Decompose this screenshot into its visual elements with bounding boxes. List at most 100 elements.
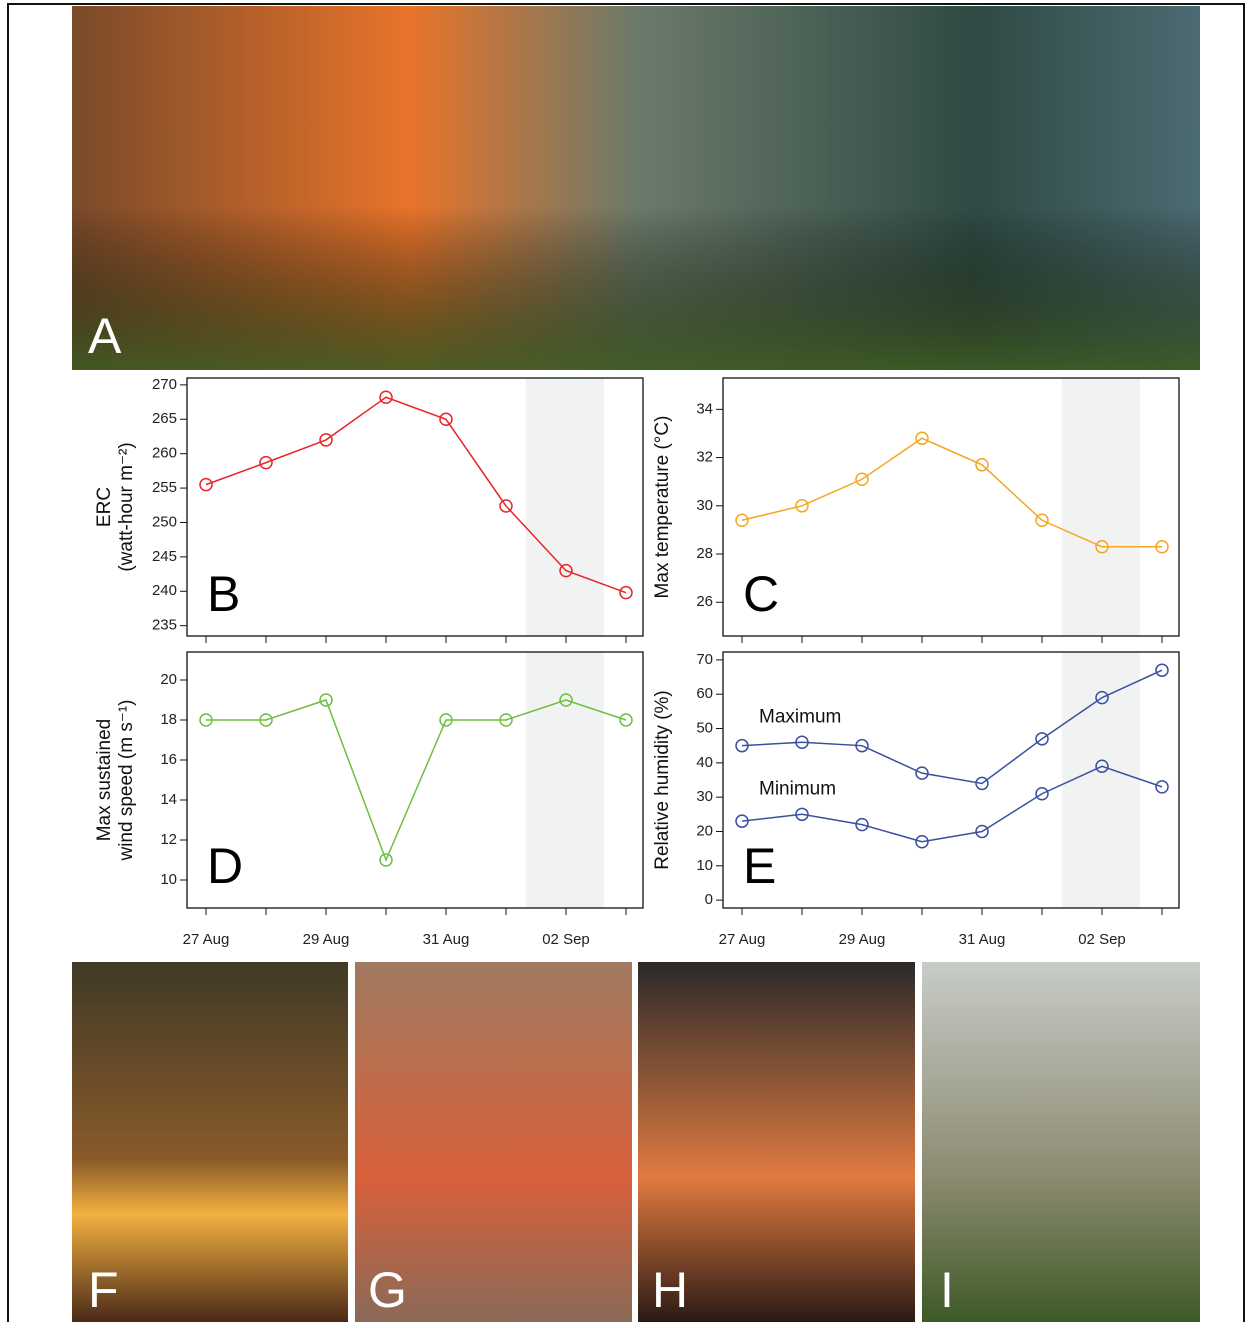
point	[975, 776, 989, 791]
point	[379, 390, 393, 405]
point	[439, 412, 453, 427]
point	[379, 853, 393, 867]
point	[1155, 663, 1169, 677]
point	[319, 693, 333, 707]
point	[1035, 732, 1049, 746]
y-tick-label: 40	[696, 754, 713, 771]
photo	[638, 962, 915, 1322]
frame	[7, 3, 1245, 1322]
photo	[72, 962, 348, 1322]
point	[975, 824, 989, 839]
point	[975, 458, 989, 472]
series-line	[741, 669, 1163, 785]
y-axis-label: Relative humidity (%)	[652, 690, 673, 870]
y-tick-label: 12	[160, 831, 177, 848]
photo-label: G	[368, 1262, 407, 1318]
point	[259, 713, 273, 727]
panel-label: C	[743, 566, 779, 622]
point	[915, 766, 929, 780]
y-axis-label: wind speed (m s⁻¹)	[116, 699, 137, 861]
y-tick-label: 0	[705, 891, 713, 908]
y-axis-label: (watt-hour m⁻²)	[116, 442, 137, 571]
point	[199, 477, 213, 492]
y-tick-label: 240	[152, 582, 177, 599]
series-label: Minimum	[759, 778, 836, 799]
point	[1035, 513, 1049, 528]
photo-label: F	[88, 1262, 119, 1318]
series-line	[206, 699, 627, 863]
photo-label: H	[652, 1262, 688, 1318]
y-tick-label: 14	[160, 791, 177, 808]
y-tick-label: 50	[696, 719, 713, 736]
plot-frame	[722, 651, 1180, 909]
y-tick-label: 30	[696, 788, 713, 805]
y-tick-label: 10	[696, 857, 713, 874]
y-axis-label: ERC	[94, 487, 115, 527]
y-tick-label: 70	[696, 651, 713, 668]
point	[559, 563, 573, 578]
y-tick-label: 28	[696, 545, 713, 562]
point	[915, 431, 929, 446]
series-line	[205, 396, 627, 594]
y-tick-label: 26	[696, 593, 713, 610]
point	[1155, 780, 1169, 794]
y-tick-label: 60	[696, 685, 713, 702]
y-tick-label: 20	[160, 671, 177, 688]
y-tick-label: 32	[696, 449, 713, 466]
plot-frame	[722, 377, 1180, 637]
point	[855, 738, 869, 753]
x-tick-label: 02 Sep	[1078, 931, 1126, 948]
y-tick-label: 235	[152, 617, 177, 634]
point	[499, 713, 513, 727]
plot-frame	[186, 651, 644, 909]
y-tick-label: 20	[696, 822, 713, 839]
point	[619, 713, 633, 727]
y-tick-label: 34	[696, 400, 713, 417]
y-tick-label: 270	[152, 376, 177, 393]
point	[259, 455, 273, 470]
point	[855, 472, 869, 487]
point	[619, 585, 633, 600]
point	[1095, 759, 1109, 774]
highlight-band	[1061, 378, 1140, 636]
point	[499, 499, 513, 513]
point	[319, 433, 333, 447]
y-tick-label: 260	[152, 445, 177, 462]
point	[855, 817, 869, 832]
panel-label: B	[207, 566, 240, 622]
y-tick-label: 250	[152, 513, 177, 530]
point	[1095, 690, 1109, 705]
photo-shade	[72, 6, 1200, 370]
y-axis-label: Max temperature (°C)	[652, 416, 673, 599]
y-tick-label: 10	[160, 871, 177, 888]
point	[915, 835, 929, 849]
series-label: Maximum	[759, 706, 841, 727]
point	[735, 738, 749, 753]
highlight-band	[525, 652, 604, 908]
photo-label: I	[940, 1262, 954, 1318]
point	[735, 814, 749, 828]
point	[1155, 540, 1169, 554]
point	[795, 807, 809, 822]
x-tick-label: 27 Aug	[183, 931, 230, 948]
photo-label: A	[88, 308, 122, 364]
x-tick-label: 31 Aug	[423, 931, 470, 948]
point	[795, 499, 809, 513]
photo	[355, 962, 632, 1322]
plot-frame	[186, 377, 644, 637]
point	[735, 513, 749, 528]
y-tick-label: 245	[152, 548, 177, 565]
point	[1035, 786, 1049, 801]
panel-label: D	[207, 838, 243, 894]
highlight-band	[1061, 652, 1140, 908]
y-tick-label: 30	[696, 497, 713, 514]
point	[795, 735, 809, 750]
y-tick-label: 265	[152, 410, 177, 427]
x-tick-label: 02 Sep	[542, 931, 590, 948]
x-tick-label: 27 Aug	[719, 931, 766, 948]
x-tick-label: 31 Aug	[959, 931, 1006, 948]
x-tick-label: 29 Aug	[303, 931, 350, 948]
x-tick-label: 29 Aug	[839, 931, 886, 948]
y-tick-label: 18	[160, 711, 177, 728]
